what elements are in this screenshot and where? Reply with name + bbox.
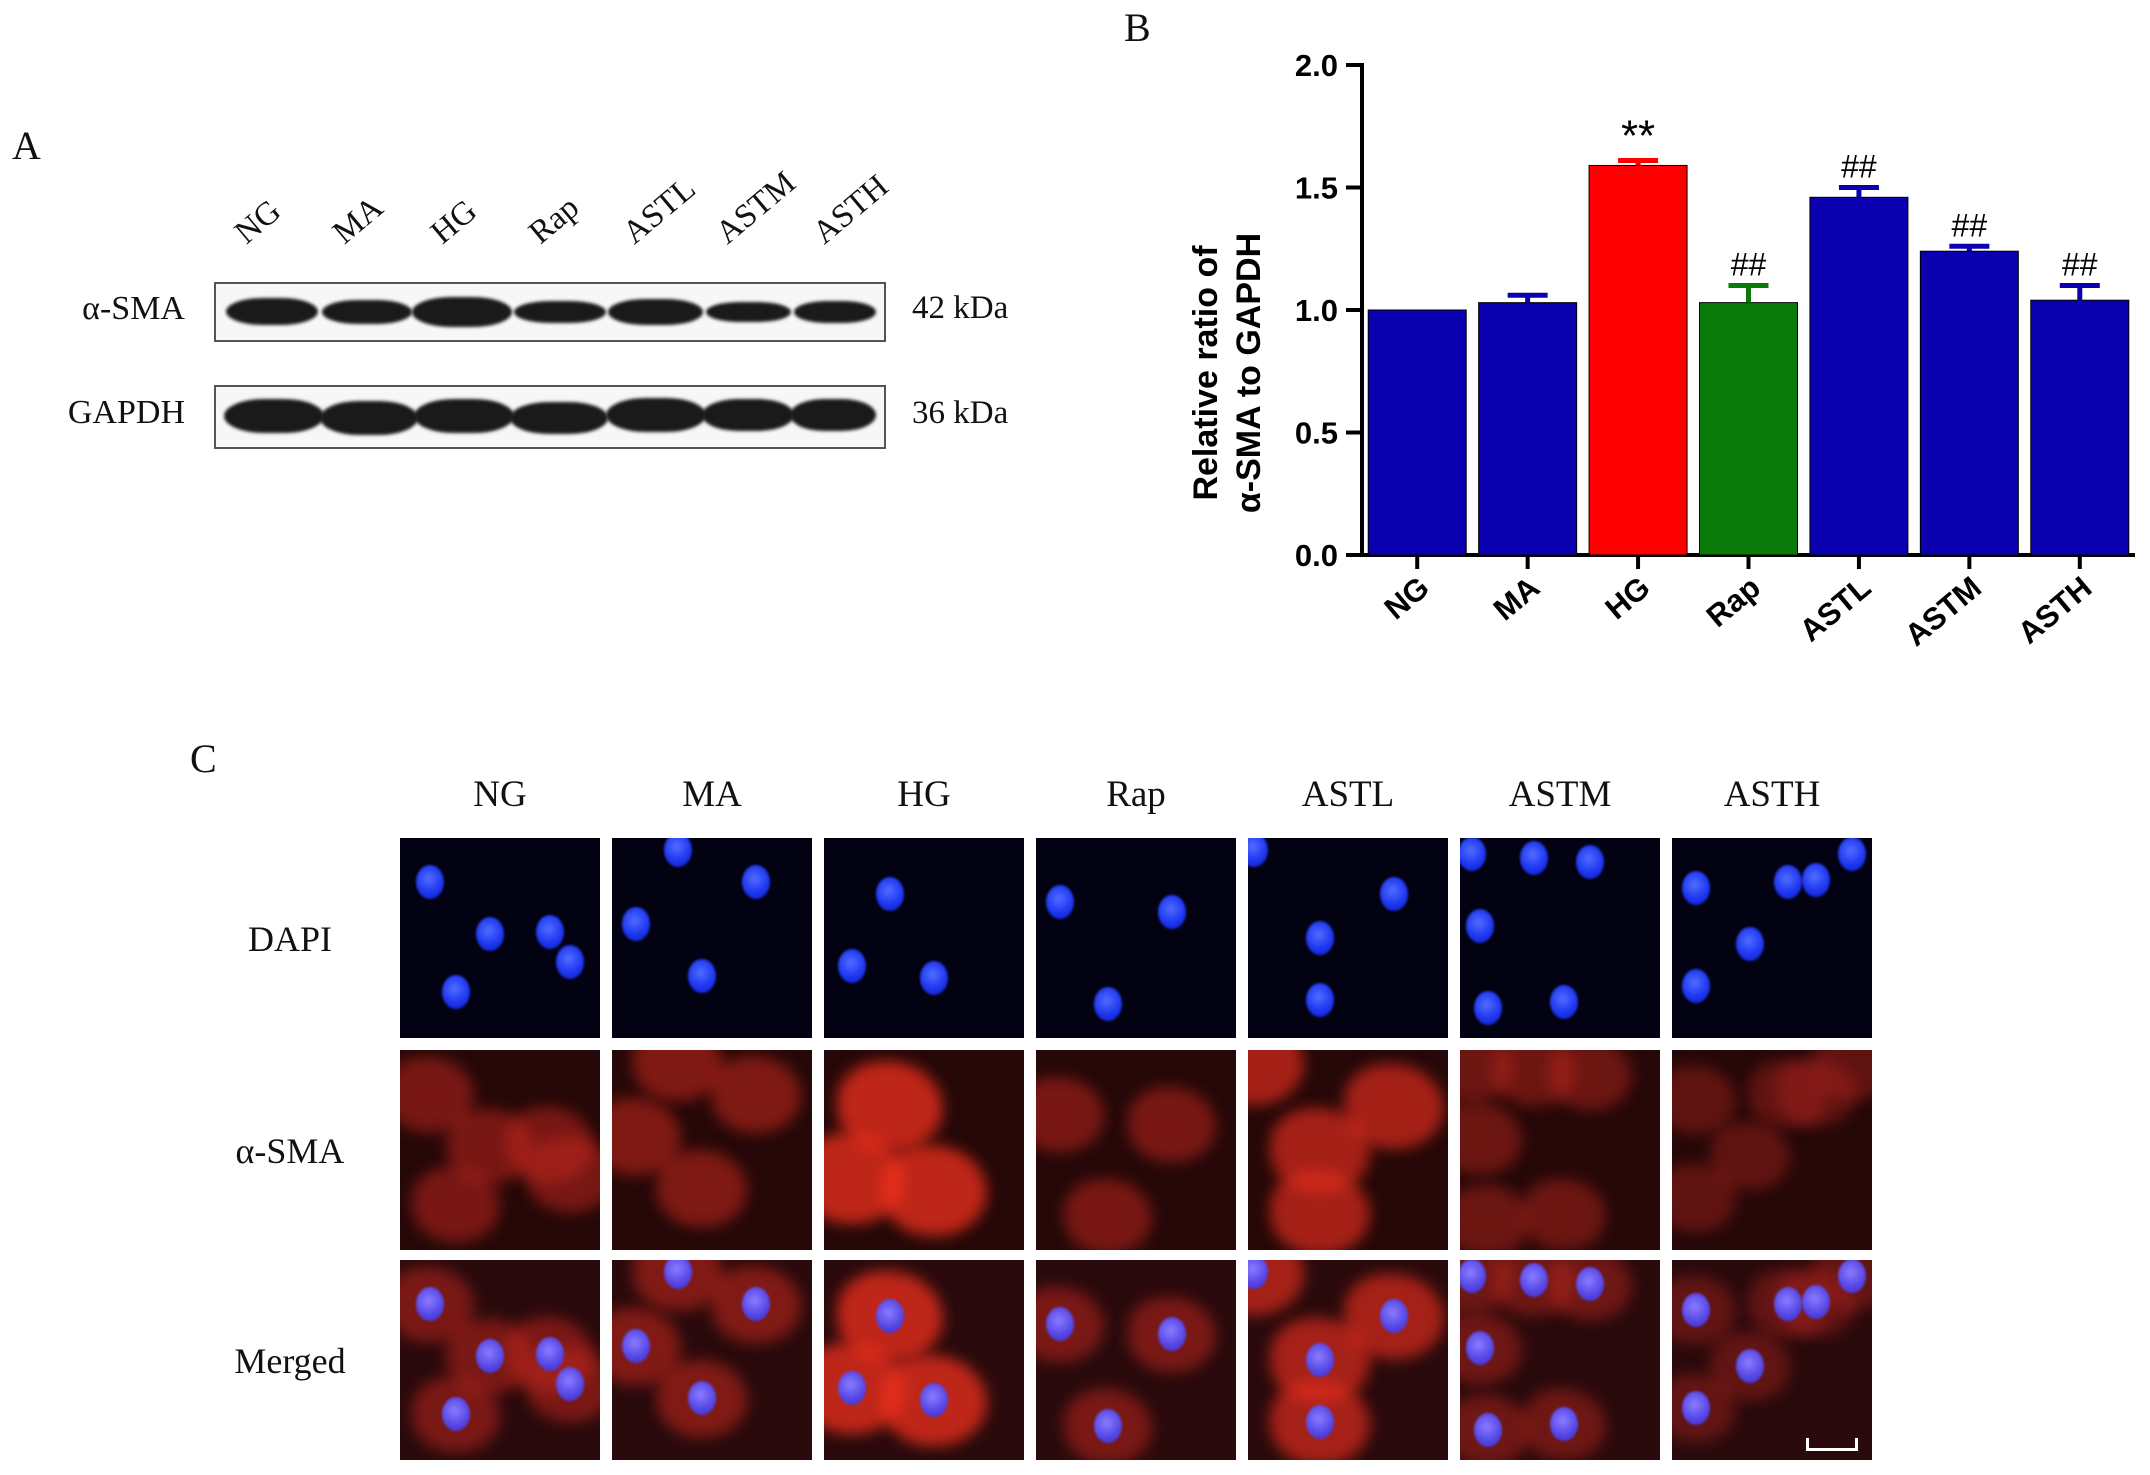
y-axis-label-line: Relative ratio of	[1187, 245, 1225, 501]
blot-lane-label: MA	[326, 189, 391, 252]
significance-label: ##	[1841, 149, 1877, 185]
x-tick-label: NG	[1378, 570, 1436, 627]
microscopy-column-label: ASTH	[1723, 774, 1821, 815]
y-tick-label: 0.0	[1295, 538, 1338, 573]
microscopy-column-label: Rap	[1106, 774, 1166, 815]
merged-image	[1460, 1260, 1660, 1460]
bar-astm	[1919, 250, 2019, 556]
dapi-image	[1460, 838, 1660, 1038]
sma-image	[612, 1050, 812, 1250]
x-tick-label: MA	[1487, 570, 1546, 628]
sma-image	[1460, 1050, 1660, 1250]
merged-image	[612, 1260, 812, 1460]
sma-image	[1036, 1050, 1236, 1250]
scale-bar	[1806, 1438, 1858, 1451]
sma-image	[824, 1050, 1024, 1250]
y-axis-label-line: α-SMA to GAPDH	[1230, 233, 1268, 513]
y-tick-label: 0.5	[1295, 416, 1338, 451]
dapi-image	[824, 838, 1024, 1038]
sma-image	[1248, 1050, 1448, 1250]
dapi-image	[1036, 838, 1236, 1038]
microscopy-column-label: NG	[473, 774, 527, 815]
blot-row-label: GAPDH	[67, 394, 185, 431]
microscopy-column-label: ASTL	[1301, 774, 1395, 815]
blot-row-label: α-SMA	[82, 290, 185, 327]
x-tick-label: ASTM	[1898, 570, 1988, 653]
microscopy-column-label: ASTM	[1508, 774, 1612, 815]
y-tick-label: 1.5	[1295, 171, 1338, 206]
bar-chart: Relative ratio of α-SMA to GAPDH 0.0 0.5 1…	[1187, 48, 2135, 653]
merged-image	[824, 1260, 1024, 1460]
y-axis-ticks: 0.0 0.5 1.0 1.5 2.0	[1295, 48, 1362, 573]
bar-asth	[2030, 299, 2130, 556]
microscopy-column-label: MA	[682, 774, 742, 815]
panel-letter-c: C	[190, 736, 217, 781]
blot-lane-label: ASTM	[709, 164, 803, 252]
merged-image	[1036, 1260, 1236, 1460]
sma-blot-strip	[214, 282, 886, 342]
blot-size-label: 36 kDa	[912, 395, 1009, 431]
chart-bars: ** ## ## ## ##	[1367, 112, 2130, 556]
bar-astl	[1809, 196, 1909, 556]
x-tick-label: ASTH	[2011, 570, 2098, 651]
dapi-image	[1672, 838, 1872, 1038]
dapi-image	[1248, 838, 1448, 1038]
blot-lane-label: HG	[424, 193, 484, 252]
bar-hg	[1588, 164, 1688, 556]
bar-ng	[1367, 309, 1467, 556]
blot-lane-label: NG	[228, 193, 288, 252]
y-tick-label: 2.0	[1295, 48, 1338, 83]
bar-rap	[1699, 302, 1798, 556]
significance-label: ##	[1952, 207, 1988, 243]
merged-image	[1672, 1260, 1872, 1460]
y-axis-label: Relative ratio of α-SMA to GAPDH	[1187, 233, 1268, 513]
blot-lane-label: ASTH	[806, 168, 896, 252]
panel-letter-a: A	[12, 123, 41, 168]
microscopy-row-label: Merged	[234, 1341, 346, 1381]
merged-image	[1248, 1260, 1448, 1460]
panel-letter-b: B	[1124, 5, 1151, 50]
x-axis-ticks: NG MA HG Rap ASTL ASTM ASTH	[1378, 555, 2098, 653]
y-tick-label: 1.0	[1295, 293, 1338, 328]
blot-size-label: 42 kDa	[912, 290, 1009, 326]
sma-image	[1672, 1050, 1872, 1250]
microscopy-row-label: DAPI	[247, 919, 332, 959]
significance-label: ##	[2062, 247, 2098, 283]
significance-label: **	[1621, 112, 1655, 161]
microscopy-column-label: HG	[897, 774, 951, 815]
blot-lane-label: ASTL	[616, 170, 703, 252]
sma-image	[400, 1050, 600, 1250]
dapi-image	[400, 838, 600, 1038]
blot-lane-label: Rap	[522, 189, 587, 252]
microscopy-row-label: α-SMA	[235, 1131, 345, 1171]
merged-image	[400, 1260, 600, 1460]
dapi-image	[612, 838, 812, 1038]
significance-label: ##	[1731, 247, 1767, 283]
x-tick-label: HG	[1598, 570, 1656, 627]
x-tick-label: Rap	[1700, 570, 1767, 634]
bar-ma	[1478, 302, 1578, 556]
gapdh-blot-strip	[214, 385, 886, 449]
x-tick-label: ASTL	[1793, 570, 1877, 649]
